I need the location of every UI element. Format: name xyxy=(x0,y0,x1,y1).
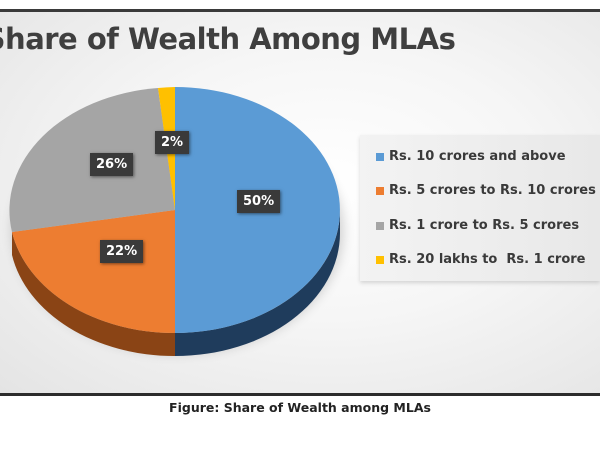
legend-item: Rs. 1 crore to Rs. 5 crores xyxy=(376,218,579,233)
figure-caption: Figure: Share of Wealth among MLAs xyxy=(169,400,431,415)
legend-item: Rs. 5 crores to Rs. 10 crores xyxy=(376,183,596,198)
data-label-yellow: 2% xyxy=(155,131,190,154)
legend: Rs. 10 crores and above Rs. 5 crores to … xyxy=(360,135,600,281)
legend-label: Rs. 20 lakhs to Rs. 1 crore xyxy=(389,252,586,267)
legend-label: Rs. 1 crore to Rs. 5 crores xyxy=(389,218,580,233)
legend-swatch-orange xyxy=(376,186,384,195)
legend-swatch-gray xyxy=(376,221,384,230)
data-label-gray: 26% xyxy=(90,153,134,176)
legend-label: Rs. 5 crores to Rs. 10 crores xyxy=(389,183,596,198)
data-label-orange: 22% xyxy=(100,240,144,263)
legend-label: Rs. 10 crores and above xyxy=(389,149,566,164)
bottom-border xyxy=(0,393,600,396)
legend-item: Rs. 20 lakhs to Rs. 1 crore xyxy=(376,252,585,267)
pie-side-blue xyxy=(175,210,340,356)
top-border xyxy=(0,9,600,12)
chart-title: Share of Wealth Among MLAs xyxy=(0,22,456,56)
data-label-blue: 50% xyxy=(237,190,281,213)
legend-swatch-blue xyxy=(376,152,384,161)
legend-item: Rs. 10 crores and above xyxy=(376,149,566,164)
legend-swatch-yellow xyxy=(376,255,384,264)
pie-side-orange xyxy=(12,232,175,357)
